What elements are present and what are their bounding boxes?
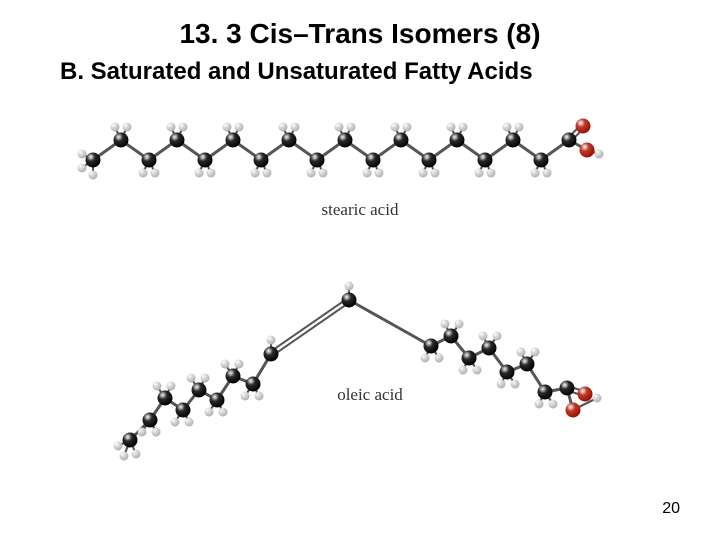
- page-number: 20: [662, 500, 680, 518]
- oleic-acid-molecule: [105, 240, 645, 490]
- slide-subtitle: B. Saturated and Unsaturated Fatty Acids: [60, 58, 533, 86]
- oleic-label: oleic acid: [310, 385, 430, 405]
- slide-title: 13. 3 Cis–Trans Isomers (8): [0, 18, 720, 50]
- stearic-label: stearic acid: [0, 200, 720, 220]
- stearic-acid-molecule: [75, 115, 665, 195]
